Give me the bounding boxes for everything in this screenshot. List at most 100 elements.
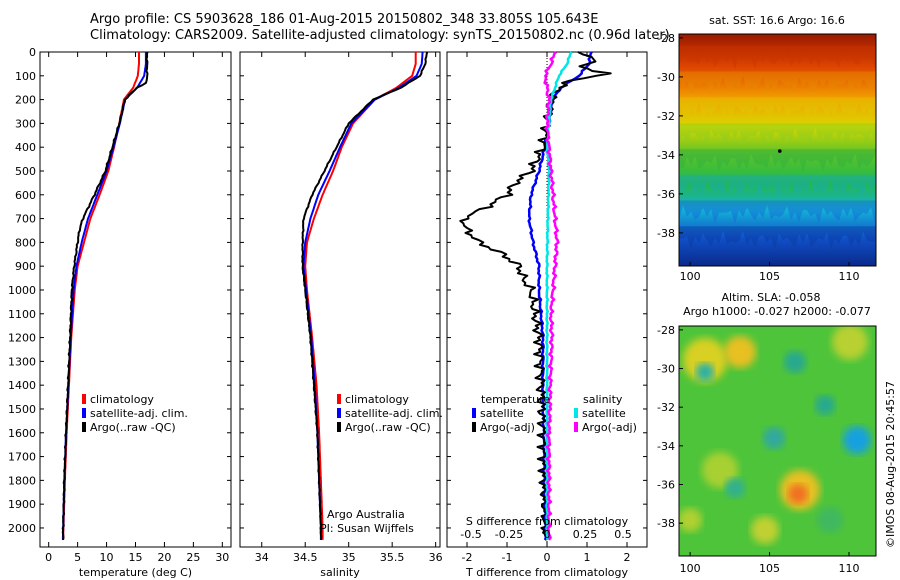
secondary-tick-label: 0.5 (614, 528, 632, 541)
x-tick-label: 110 (838, 270, 859, 283)
y-tick-label: -28 (657, 324, 675, 337)
annotation-text: Argo Australia (327, 508, 405, 521)
y-tick-label: 400 (15, 141, 36, 154)
x-tick-label: 105 (759, 270, 780, 283)
legend-swatch (337, 394, 341, 404)
sla-anomaly-blob (725, 478, 745, 498)
map-frame (678, 325, 877, 557)
y-tick-label: 200 (15, 94, 36, 107)
figure-title: Argo profile: CS 5903628_186 01-Aug-2015… (90, 12, 670, 44)
legend-swatch (574, 422, 578, 432)
x-tick-label: 35.5 (380, 551, 405, 564)
x-tick-label: 36 (429, 551, 443, 564)
sla-map-panel: -28 -30 -32 -34 -36 -38 100 105 110 Altim. SLA: -… (657, 291, 877, 575)
argo-position-marker (777, 149, 782, 153)
sla-anomaly-blob (832, 326, 868, 360)
sla-anomaly-blob (724, 336, 756, 368)
y-tick-label: 1000 (8, 284, 36, 297)
secondary-tick-label: 0.25 (573, 528, 598, 541)
x-tick-label: 100 (680, 270, 701, 283)
sla-anomaly-blob (784, 351, 806, 373)
sst-texture-band (679, 174, 876, 199)
y-tick-label: 500 (15, 165, 36, 178)
secondary-tick-label: -0.5 (460, 528, 481, 541)
y-tick-label: -38 (657, 227, 675, 240)
legend-label: Argo(-adj) (480, 421, 535, 434)
legend-label: Argo(..raw -QC) (90, 421, 176, 434)
legend-swatch (82, 408, 86, 418)
y-tick-label: -34 (657, 149, 675, 162)
y-tick-label: -32 (657, 110, 675, 123)
series-line-satellite-adj-clim (302, 51, 424, 540)
legend-header: temperature (481, 393, 550, 406)
y-tick-label: 1600 (8, 427, 36, 440)
x-axis-label: salinity (320, 566, 360, 579)
y-tick-label: 1300 (8, 355, 36, 368)
sst-texture-band (679, 45, 876, 70)
map-frame (678, 33, 877, 267)
x-tick-label: 35 (342, 551, 356, 564)
y-tick-label: 100 (15, 70, 36, 83)
series-line-argo-raw-qc (61, 51, 149, 541)
x-tick-label: 15 (129, 551, 143, 564)
y-tick-label: -30 (657, 71, 675, 84)
y-tick-label: 800 (15, 236, 36, 249)
sla-anomaly-blob (679, 508, 702, 532)
y-tick-label: -34 (657, 440, 675, 453)
x-tick-label: 5 (74, 551, 81, 564)
series-line-temperature-satellite (527, 51, 593, 541)
sst-gradient-field (679, 34, 876, 266)
sst-field (679, 34, 876, 266)
map-title: Altim. SLA: -0.058 (721, 291, 820, 304)
secondary-axis-label: S difference from climatology (466, 515, 629, 528)
legend-label: satellite-adj. clim. (345, 407, 443, 420)
plot-frame (239, 51, 441, 548)
legend-label: satellite-adj. clim. (90, 407, 188, 420)
title-line-climatology: Climatology: CARS2009. Satellite-adjuste… (90, 28, 670, 43)
legend-label: satellite (582, 407, 626, 420)
y-tick-label: 900 (15, 260, 36, 273)
series-line-satellite-adj-clim (61, 52, 147, 540)
y-tick-label: 600 (15, 189, 36, 202)
legend-swatch (472, 422, 476, 432)
salinity-panel: 34 34.5 35 35.5 36 salinity climatologysatelli… (239, 51, 443, 579)
y-tick-label: -36 (657, 478, 675, 491)
sla-anomaly-blob (843, 426, 871, 454)
x-tick-label: 10 (100, 551, 114, 564)
series-line-temperature-argo-adj (459, 51, 612, 541)
x-tick-label: 0 (45, 551, 52, 564)
sst-texture-band (679, 97, 876, 121)
x-tick-label: 25 (186, 551, 200, 564)
sla-anomaly-blob (751, 516, 779, 544)
legend-swatch (472, 408, 476, 418)
sst-map-panel: -28 -30 -32 -34 -36 -38 100 105 110 sat. SST: 16.… (657, 14, 877, 283)
series-line-salinity-argo-adj (543, 51, 560, 541)
sst-texture-band (679, 148, 876, 173)
annotation-text: PI: Susan Wijffels (320, 522, 414, 535)
y-tick-label: -36 (657, 188, 675, 201)
x-tick-label: 34 (255, 551, 269, 564)
x-tick-label: 0 (544, 551, 551, 564)
legend-swatch (82, 394, 86, 404)
map-subtitle: Argo h1000: -0.027 h2000: -0.077 (683, 305, 871, 318)
legend-label: satellite (480, 407, 524, 420)
temperature-panel: 0 5 10 15 20 25 30 temperature (deg C) 0 100 200 30… (8, 46, 232, 579)
legend-swatch (337, 422, 341, 432)
secondary-tick-label: 0 (544, 528, 551, 541)
x-tick-label: 1 (584, 551, 591, 564)
x-tick-label: 2 (624, 551, 631, 564)
y-tick-label: 1400 (8, 379, 36, 392)
legend-label: climatology (90, 393, 154, 406)
y-tick-label: 1800 (8, 474, 36, 487)
y-tick-label: -30 (657, 363, 675, 376)
x-tick-label: 110 (838, 562, 859, 575)
y-tick-label: -38 (657, 517, 675, 530)
difference-panel: -2 -1 0 1 2 T difference from climatology temp… (446, 51, 648, 579)
sst-texture-band (679, 226, 876, 250)
secondary-tick-label: -0.25 (495, 528, 523, 541)
map-title: sat. SST: 16.6 Argo: 16.6 (709, 14, 845, 27)
legend-label: Argo(-adj) (582, 421, 637, 434)
x-tick-label: -2 (462, 551, 473, 564)
sst-texture-band (679, 123, 876, 147)
y-tick-label: 2000 (8, 522, 36, 535)
